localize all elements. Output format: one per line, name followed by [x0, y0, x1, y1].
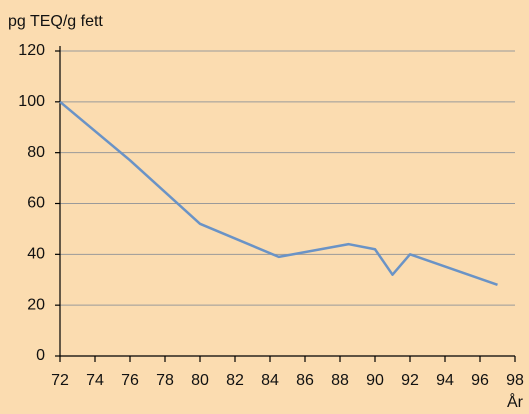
x-tick-label: 82 — [226, 372, 244, 389]
y-tick-label: 40 — [27, 246, 45, 263]
y-tick-label: 60 — [27, 195, 45, 212]
y-tick-label: 0 — [36, 347, 45, 364]
y-tick-label: 20 — [27, 296, 45, 313]
x-tick-label: 88 — [331, 372, 349, 389]
x-tick-label: 92 — [401, 372, 419, 389]
x-tick-label: 90 — [366, 372, 384, 389]
x-tick-label: 96 — [471, 372, 489, 389]
x-tick-label: 72 — [51, 372, 69, 389]
x-tick-label: 86 — [296, 372, 314, 389]
y-tick-label: 100 — [18, 93, 45, 110]
y-tick-label: 120 — [18, 42, 45, 59]
x-tick-label: 74 — [86, 372, 104, 389]
x-tick-label: 98 — [506, 372, 524, 389]
y-tick-label: 80 — [27, 144, 45, 161]
x-tick-label: 94 — [436, 372, 454, 389]
x-tick-label: 76 — [121, 372, 139, 389]
y-axis-title: pg TEQ/g fett — [8, 13, 103, 30]
x-tick-label: 80 — [191, 372, 209, 389]
x-tick-label: 78 — [156, 372, 174, 389]
data-line — [59, 100, 498, 287]
x-tick-label: 84 — [261, 372, 279, 389]
x-axis-title: År — [507, 392, 524, 411]
